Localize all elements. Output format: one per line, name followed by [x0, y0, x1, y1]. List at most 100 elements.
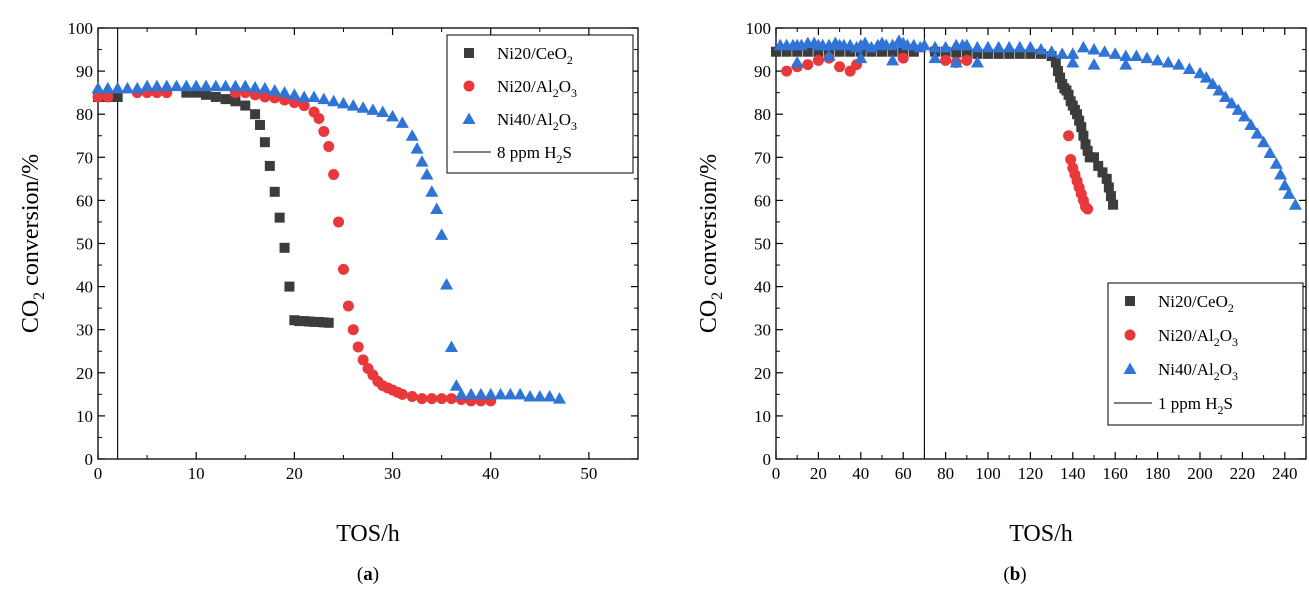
data-point — [1014, 48, 1025, 59]
data-point — [1282, 187, 1296, 199]
data-point — [1063, 89, 1074, 100]
data-point — [179, 79, 193, 92]
data-point — [454, 387, 468, 400]
data-point — [1004, 48, 1015, 59]
series-3 — [790, 49, 1133, 70]
data-point — [328, 169, 340, 181]
data-point — [219, 79, 233, 92]
data-point — [897, 52, 909, 64]
data-point — [342, 300, 354, 312]
data-point — [781, 65, 793, 77]
data-point — [792, 46, 803, 57]
data-point — [970, 55, 984, 68]
data-point — [1238, 109, 1252, 122]
data-point — [993, 48, 1004, 59]
data-point — [983, 48, 993, 59]
data-point — [449, 379, 463, 391]
data-point — [210, 91, 221, 102]
x-tick-label: 50 — [580, 464, 597, 483]
y-tick-label: 30 — [76, 321, 93, 340]
data-point — [1045, 45, 1059, 57]
data-point — [494, 387, 508, 400]
y-tick-label: 0 — [763, 450, 772, 469]
data-point — [960, 38, 974, 51]
legend-marker — [1125, 296, 1135, 306]
x-tick-label: 20 — [286, 464, 303, 483]
data-point — [258, 81, 272, 94]
data-point — [939, 40, 953, 53]
data-point — [1161, 55, 1175, 68]
data-point — [435, 228, 449, 240]
data-point — [961, 54, 973, 66]
legend-box — [446, 34, 634, 174]
data-point — [1066, 55, 1080, 68]
data-point — [940, 54, 952, 66]
legend: Ni20/CeO2 Ni20/Al2O3 Ni40/Al2O3 1 ppm H2S — [1107, 282, 1304, 426]
data-point — [1218, 90, 1232, 102]
data-point — [802, 59, 814, 71]
data-point — [298, 100, 310, 112]
x-axis-title: TOS/h — [1009, 521, 1073, 547]
legend-marker — [1123, 362, 1137, 374]
data-point — [981, 40, 995, 53]
x-tick-label: 10 — [188, 464, 205, 483]
data-point — [834, 46, 845, 57]
data-point — [150, 79, 164, 92]
data-point — [279, 242, 290, 253]
data-point — [858, 36, 872, 49]
data-point — [426, 393, 438, 405]
data-point — [1105, 191, 1116, 202]
data-point — [1182, 62, 1196, 74]
data-point — [1140, 51, 1154, 64]
data-point — [533, 390, 547, 402]
data-point — [928, 40, 942, 53]
legend-label-2: Ni40/Al2O3 — [497, 110, 577, 133]
x-tick-label: 40 — [852, 464, 869, 483]
y-tick-label: 50 — [76, 235, 93, 254]
data-point — [250, 109, 261, 120]
data-point — [1025, 48, 1036, 59]
data-point — [523, 390, 537, 402]
y-tick-label: 80 — [754, 105, 771, 124]
data-point — [898, 46, 909, 57]
series-0 — [93, 87, 334, 328]
x-tick-label: 100 — [975, 464, 1001, 483]
series-0 — [771, 46, 1119, 210]
data-point — [464, 387, 478, 400]
data-point — [1076, 40, 1090, 53]
data-point — [160, 79, 174, 92]
x-tick-label: 0 — [94, 464, 103, 483]
y-tick-label: 40 — [76, 278, 93, 297]
data-point — [970, 40, 984, 53]
data-point — [112, 91, 123, 102]
x-tick-label: 30 — [384, 464, 401, 483]
data-point — [248, 80, 262, 93]
legend-label-0: Ni20/CeO2 — [1158, 292, 1234, 315]
data-point — [130, 81, 144, 94]
data-point — [92, 91, 104, 103]
series-1 — [781, 52, 1094, 215]
data-point — [264, 160, 275, 171]
data-point — [1080, 139, 1091, 150]
data-point — [552, 392, 566, 404]
data-point — [189, 79, 203, 92]
data-point — [430, 202, 444, 215]
data-point — [230, 96, 241, 107]
data-point — [366, 103, 380, 115]
y-tick-label: 20 — [754, 364, 771, 383]
y-tick-label: 40 — [754, 278, 771, 297]
y-tick-label: 0 — [85, 450, 94, 469]
data-point — [917, 38, 931, 51]
data-point — [822, 49, 836, 62]
data-point — [140, 79, 154, 92]
data-point — [406, 391, 418, 403]
data-point — [336, 96, 350, 109]
data-point — [1002, 40, 1016, 53]
data-point — [1129, 49, 1143, 62]
y-tick-label: 50 — [754, 235, 771, 254]
data-point — [228, 79, 242, 92]
data-point — [1119, 49, 1133, 62]
data-point — [297, 90, 311, 102]
data-point — [268, 83, 282, 96]
